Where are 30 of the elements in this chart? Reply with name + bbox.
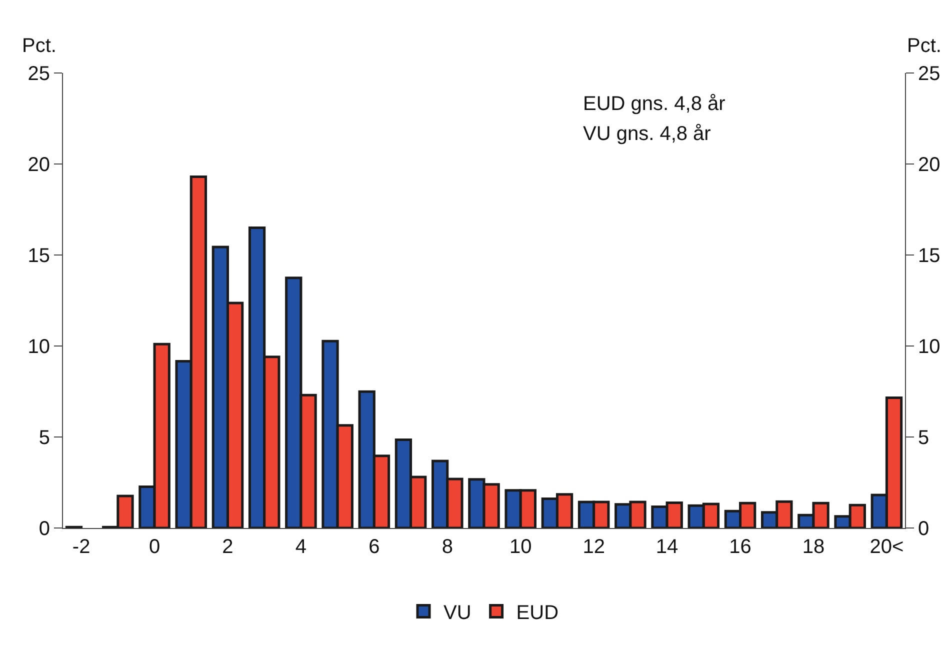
annotation: EUD gns. 4,8 år <box>583 93 726 115</box>
y2-tick-label: 15 <box>918 245 940 267</box>
y-tick-label: 15 <box>28 245 50 267</box>
x-tick-label: -2 <box>72 536 90 558</box>
legend-label: VU <box>444 602 472 624</box>
y2-tick-label: 25 <box>918 63 940 85</box>
y2-axis-title: Pct. <box>907 35 942 57</box>
x-tick-label: 8 <box>442 536 453 558</box>
x-tick-label: 16 <box>729 536 752 558</box>
y2-tick-label: 20 <box>918 154 940 176</box>
x-tick-label: 0 <box>148 536 160 558</box>
y-tick-label: 5 <box>38 427 50 449</box>
x-tick-label: 6 <box>368 536 380 558</box>
x-tick-label: 2 <box>222 536 234 558</box>
y-tick-label: 10 <box>28 336 50 358</box>
y-tick-label: 25 <box>28 63 50 85</box>
y-tick-label: 20 <box>28 154 50 176</box>
x-tick-label: 14 <box>656 536 678 558</box>
x-tick-label: 18 <box>802 536 825 558</box>
x-tick-label: 12 <box>582 536 605 558</box>
annotation: VU gns. 4,8 år <box>583 123 712 145</box>
y2-tick-label: 0 <box>918 518 930 540</box>
y-axis-title: Pct. <box>22 35 56 57</box>
y2-tick-label: 10 <box>918 336 940 358</box>
y2-tick-label: 5 <box>918 427 930 449</box>
y-tick-label: 0 <box>38 518 50 540</box>
legend-label: EUD <box>516 602 559 624</box>
x-tick-label: 20< <box>870 536 904 558</box>
x-tick-label: 4 <box>295 536 307 558</box>
x-tick-label: 10 <box>509 536 532 558</box>
